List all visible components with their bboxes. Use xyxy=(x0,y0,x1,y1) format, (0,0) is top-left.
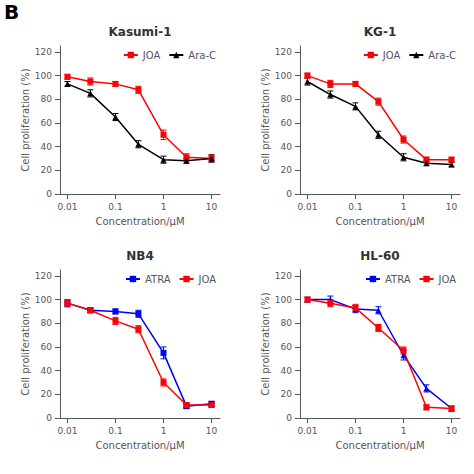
svg-text:0.01: 0.01 xyxy=(57,202,77,212)
svg-text:Concentration/μM: Concentration/μM xyxy=(95,216,184,227)
svg-text:10: 10 xyxy=(446,426,458,436)
svg-text:100: 100 xyxy=(35,295,52,305)
svg-text:120: 120 xyxy=(275,47,292,57)
svg-text:JOA: JOA xyxy=(438,274,457,285)
svg-text:0.1: 0.1 xyxy=(348,202,362,212)
svg-text:Cell proliferation (%): Cell proliferation (%) xyxy=(20,292,31,395)
svg-text:Kasumi-1: Kasumi-1 xyxy=(108,25,171,39)
svg-text:0.01: 0.01 xyxy=(297,426,317,436)
svg-text:40: 40 xyxy=(281,366,293,376)
svg-text:ATRA: ATRA xyxy=(145,274,171,285)
svg-text:60: 60 xyxy=(41,342,53,352)
svg-text:Concentration/μM: Concentration/μM xyxy=(335,440,424,451)
svg-text:1: 1 xyxy=(401,202,407,212)
svg-text:Concentration/μM: Concentration/μM xyxy=(335,216,424,227)
svg-text:40: 40 xyxy=(281,142,293,152)
svg-text:80: 80 xyxy=(281,318,293,328)
svg-text:0: 0 xyxy=(46,413,52,423)
svg-text:60: 60 xyxy=(41,118,53,128)
svg-text:NB4: NB4 xyxy=(126,249,154,263)
svg-text:120: 120 xyxy=(35,271,52,281)
svg-text:JOA: JOA xyxy=(382,50,401,61)
svg-text:ATRA: ATRA xyxy=(385,274,411,285)
svg-text:20: 20 xyxy=(281,165,293,175)
svg-text:20: 20 xyxy=(41,389,53,399)
svg-text:80: 80 xyxy=(41,318,53,328)
svg-text:0.1: 0.1 xyxy=(108,202,122,212)
svg-text:20: 20 xyxy=(281,389,293,399)
svg-text:1: 1 xyxy=(161,202,167,212)
svg-text:JOA: JOA xyxy=(142,50,161,61)
svg-text:B: B xyxy=(4,0,19,24)
svg-text:60: 60 xyxy=(281,342,293,352)
svg-text:120: 120 xyxy=(275,271,292,281)
svg-text:100: 100 xyxy=(275,71,292,81)
svg-text:0.1: 0.1 xyxy=(348,426,362,436)
svg-text:0: 0 xyxy=(46,189,52,199)
svg-text:Cell proliferation (%): Cell proliferation (%) xyxy=(20,68,31,171)
svg-text:0.01: 0.01 xyxy=(57,426,77,436)
svg-text:0: 0 xyxy=(286,413,292,423)
svg-text:10: 10 xyxy=(446,202,458,212)
svg-text:Cell proliferation (%): Cell proliferation (%) xyxy=(260,292,271,395)
svg-text:120: 120 xyxy=(35,47,52,57)
svg-text:100: 100 xyxy=(35,71,52,81)
svg-text:Cell proliferation (%): Cell proliferation (%) xyxy=(260,68,271,171)
svg-text:80: 80 xyxy=(41,94,53,104)
svg-text:1: 1 xyxy=(161,426,167,436)
svg-text:KG-1: KG-1 xyxy=(364,25,396,39)
svg-text:40: 40 xyxy=(41,142,53,152)
svg-text:40: 40 xyxy=(41,366,53,376)
svg-text:Ara-C: Ara-C xyxy=(188,50,216,61)
svg-text:0.1: 0.1 xyxy=(108,426,122,436)
svg-text:60: 60 xyxy=(281,118,293,128)
svg-text:10: 10 xyxy=(206,426,218,436)
svg-text:100: 100 xyxy=(275,295,292,305)
svg-text:0.01: 0.01 xyxy=(297,202,317,212)
svg-text:0: 0 xyxy=(286,189,292,199)
svg-text:Ara-C: Ara-C xyxy=(428,50,456,61)
svg-text:1: 1 xyxy=(401,426,407,436)
svg-text:Concentration/μM: Concentration/μM xyxy=(95,440,184,451)
svg-text:20: 20 xyxy=(41,165,53,175)
svg-text:HL-60: HL-60 xyxy=(360,249,399,263)
svg-text:10: 10 xyxy=(206,202,218,212)
svg-text:80: 80 xyxy=(281,94,293,104)
svg-text:JOA: JOA xyxy=(198,274,217,285)
